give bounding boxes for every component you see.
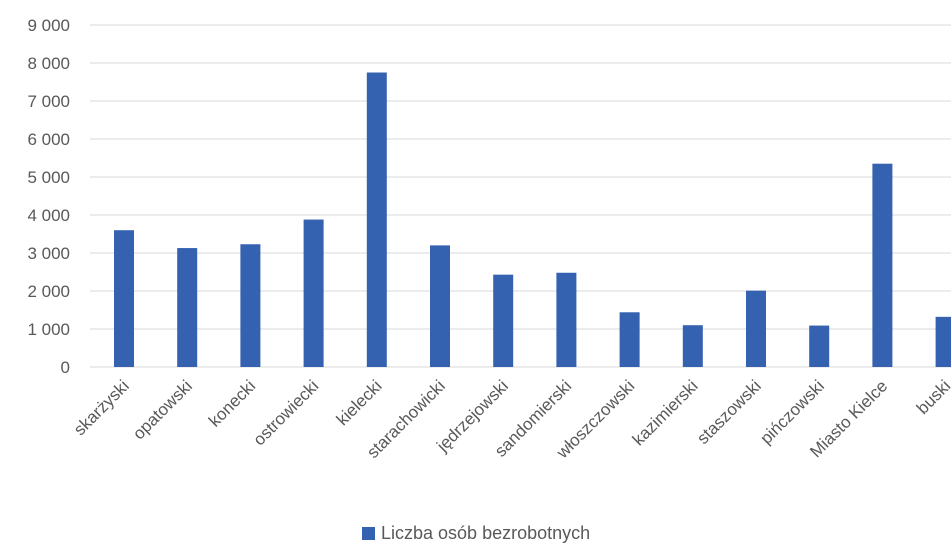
legend: Liczba osób bezrobotnych bbox=[362, 523, 590, 544]
y-tick-label: 5 000 bbox=[27, 168, 70, 187]
x-category-label: konecki bbox=[205, 376, 259, 430]
legend-swatch bbox=[362, 527, 375, 540]
x-category-label: skarżyski bbox=[70, 376, 133, 439]
x-category-label: staszowski bbox=[693, 376, 765, 448]
x-category-label: ostrowiecki bbox=[250, 376, 323, 449]
bars bbox=[114, 73, 951, 368]
y-tick-label: 6 000 bbox=[27, 130, 70, 149]
x-category-label: buski bbox=[913, 376, 951, 417]
bar bbox=[872, 164, 892, 367]
bar bbox=[936, 317, 951, 367]
y-tick-label: 2 000 bbox=[27, 282, 70, 301]
y-tick-label: 4 000 bbox=[27, 206, 70, 225]
legend-label: Liczba osób bezrobotnych bbox=[381, 523, 590, 544]
gridlines bbox=[90, 25, 951, 367]
y-tick-label: 1 000 bbox=[27, 320, 70, 339]
x-category-label: kazimierski bbox=[629, 376, 702, 449]
bar bbox=[367, 73, 387, 368]
bar bbox=[114, 230, 134, 367]
bar bbox=[746, 291, 766, 367]
bar bbox=[304, 220, 324, 367]
y-tick-label: 0 bbox=[61, 358, 70, 377]
bar bbox=[177, 248, 197, 367]
bar bbox=[556, 273, 576, 367]
x-category-label: opatowski bbox=[129, 376, 196, 443]
y-tick-label: 8 000 bbox=[27, 54, 70, 73]
bar bbox=[620, 312, 640, 367]
x-category-label: kielecki bbox=[333, 376, 386, 429]
bar bbox=[809, 326, 829, 367]
y-tick-label: 9 000 bbox=[27, 16, 70, 35]
bar bbox=[430, 245, 450, 367]
y-tick-label: 3 000 bbox=[27, 244, 70, 263]
bar bbox=[493, 275, 513, 367]
y-axis-tick-labels: 0 1 000 2 000 3 000 4 000 5 000 6 000 7 000 8 00… bbox=[27, 16, 70, 377]
y-tick-label: 7 000 bbox=[27, 92, 70, 111]
bar bbox=[240, 244, 260, 367]
bar bbox=[683, 325, 703, 367]
